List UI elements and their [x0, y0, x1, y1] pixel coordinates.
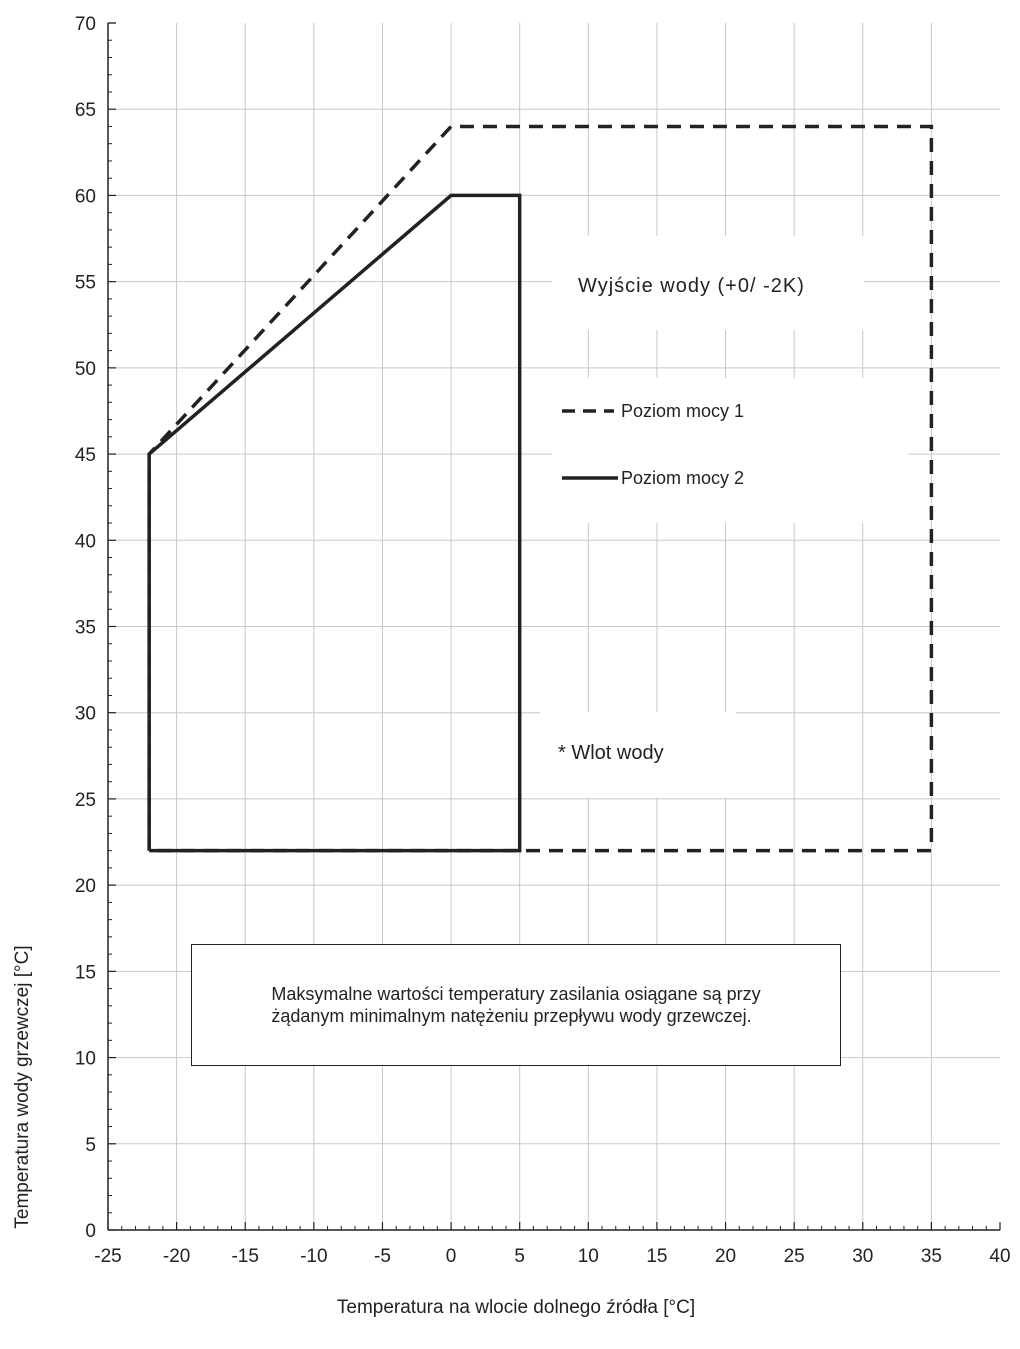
inlet-annotation-bg — [540, 712, 736, 798]
y-tick-label: 35 — [75, 618, 96, 639]
x-tick-label: 20 — [715, 1246, 736, 1267]
legend-label-series-1: Poziom mocy 1 — [621, 401, 744, 421]
x-tick-label: 25 — [784, 1246, 805, 1267]
x-tick-label: 15 — [646, 1246, 667, 1267]
x-tick-label: 30 — [852, 1246, 873, 1267]
y-tick-label: 55 — [75, 273, 96, 294]
note-box: Maksymalne wartości temperatury zasilani… — [191, 944, 841, 1066]
y-tick-label: 50 — [75, 359, 96, 380]
x-tick-label: -5 — [374, 1246, 391, 1267]
x-tick-label: -15 — [231, 1246, 258, 1267]
y-tick-label: 40 — [75, 531, 96, 552]
series-line-2 — [147, 193, 522, 853]
x-tick-label: -20 — [163, 1246, 190, 1267]
y-tick-label: 65 — [75, 100, 96, 121]
y-tick-labels: 0 5 10 15 20 25 30 35 40 45 50 55 60 65 70 — [75, 14, 96, 1242]
x-axis-title: Temperatura na wlocie dolnego źródła [°C… — [337, 1297, 695, 1318]
y-tick-label: 20 — [75, 876, 96, 897]
y-axis-title: Temperatura wody grzewczej [°C] — [12, 945, 33, 1228]
note-text: Maksymalne wartości temperatury zasilani… — [271, 983, 760, 1027]
x-tick-labels: -25 -20 -15 -10 -5 0 5 10 15 20 25 30 35 40 — [94, 1246, 1010, 1267]
output-annotation: Wyjście wody (+0/ -2K) — [578, 275, 805, 297]
x-tick-label: 40 — [989, 1246, 1010, 1267]
y-tick-label: 45 — [75, 445, 96, 466]
x-tick-label: -25 — [94, 1246, 121, 1267]
x-tick-label: 5 — [514, 1246, 525, 1267]
y-tick-label: 70 — [75, 14, 96, 35]
series-lines — [147, 124, 934, 853]
y-tick-label: 10 — [75, 1049, 96, 1070]
legend-label-series-2: Poziom mocy 2 — [621, 468, 744, 488]
x-tick-label: -10 — [300, 1246, 327, 1267]
output-annotation-bg — [552, 236, 864, 330]
x-tick-label: 35 — [921, 1246, 942, 1267]
note-line-1: Maksymalne wartości temperatury zasilani… — [271, 984, 761, 1004]
note-line-2: żądanym minimalnym natężeniu przepływu w… — [271, 1006, 752, 1026]
axes — [107, 22, 1001, 1231]
y-tick-label: 15 — [75, 962, 96, 983]
y-tick-label: 60 — [75, 186, 96, 207]
legend-bg — [552, 378, 908, 523]
x-tick-label: 10 — [578, 1246, 599, 1267]
x-tick-label: 0 — [446, 1246, 457, 1267]
y-tick-label: 25 — [75, 790, 96, 811]
y-tick-label: 30 — [75, 704, 96, 725]
inlet-annotation: * Wlot wody — [558, 742, 664, 764]
y-tick-label: 0 — [85, 1221, 96, 1242]
y-tick-label: 5 — [85, 1135, 96, 1156]
